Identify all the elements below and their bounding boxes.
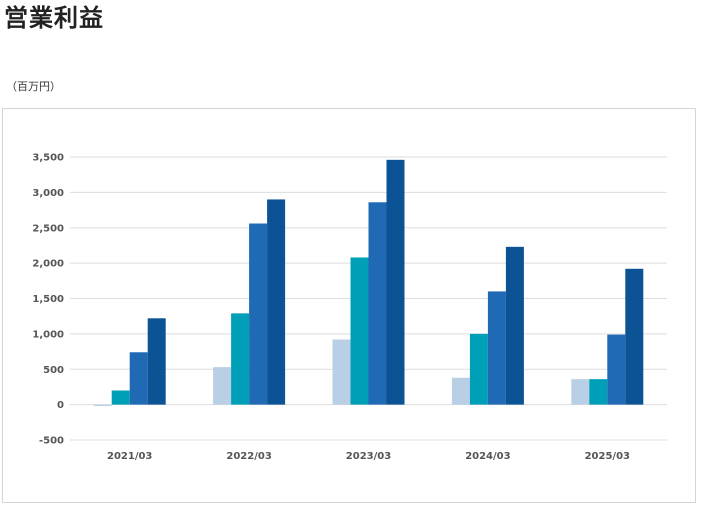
y-tick-label: 0 xyxy=(57,400,64,411)
x-tick-label: 2022/03 xyxy=(226,451,271,462)
x-tick-label: 2021/03 xyxy=(107,451,152,462)
bar xyxy=(589,379,608,405)
bar xyxy=(386,159,405,405)
x-tick-label: 2025/03 xyxy=(585,451,630,462)
y-tick-label: -500 xyxy=(39,436,64,447)
bar xyxy=(213,367,232,405)
y-tick-label: 1,500 xyxy=(32,294,64,305)
y-tick-label: 3,000 xyxy=(32,188,64,199)
y-tick-label: 2,500 xyxy=(32,223,64,234)
bar xyxy=(111,390,130,405)
y-tick-label: 3,500 xyxy=(32,153,64,164)
bar xyxy=(147,318,166,405)
bar xyxy=(571,379,590,405)
y-tick-label: 1,000 xyxy=(32,329,64,340)
bar xyxy=(231,313,250,405)
bar xyxy=(469,333,488,405)
x-tick-label: 2024/03 xyxy=(465,451,510,462)
bar xyxy=(350,257,369,405)
page-title: 営業利益 xyxy=(4,4,104,32)
bar xyxy=(332,339,351,405)
y-tick-label: 500 xyxy=(43,365,64,376)
bar xyxy=(93,404,112,407)
bar xyxy=(249,223,268,405)
unit-label: （百万円） xyxy=(6,80,61,93)
x-tick-label: 2023/03 xyxy=(346,451,391,462)
y-tick-label: 2,000 xyxy=(32,259,64,270)
bar xyxy=(487,291,506,405)
bar xyxy=(267,199,286,405)
bar xyxy=(451,377,470,405)
bar xyxy=(625,268,644,405)
bar xyxy=(368,202,387,405)
bar-chart: -500 0 500 1,000 1,500 2,000 2,500 3,000 3,500 20… xyxy=(32,153,667,462)
bar xyxy=(505,246,524,405)
bar xyxy=(607,334,626,405)
bar xyxy=(129,352,148,405)
chart-frame: -500 0 500 1,000 1,500 2,000 2,500 3,000 3,500 20… xyxy=(2,108,696,503)
